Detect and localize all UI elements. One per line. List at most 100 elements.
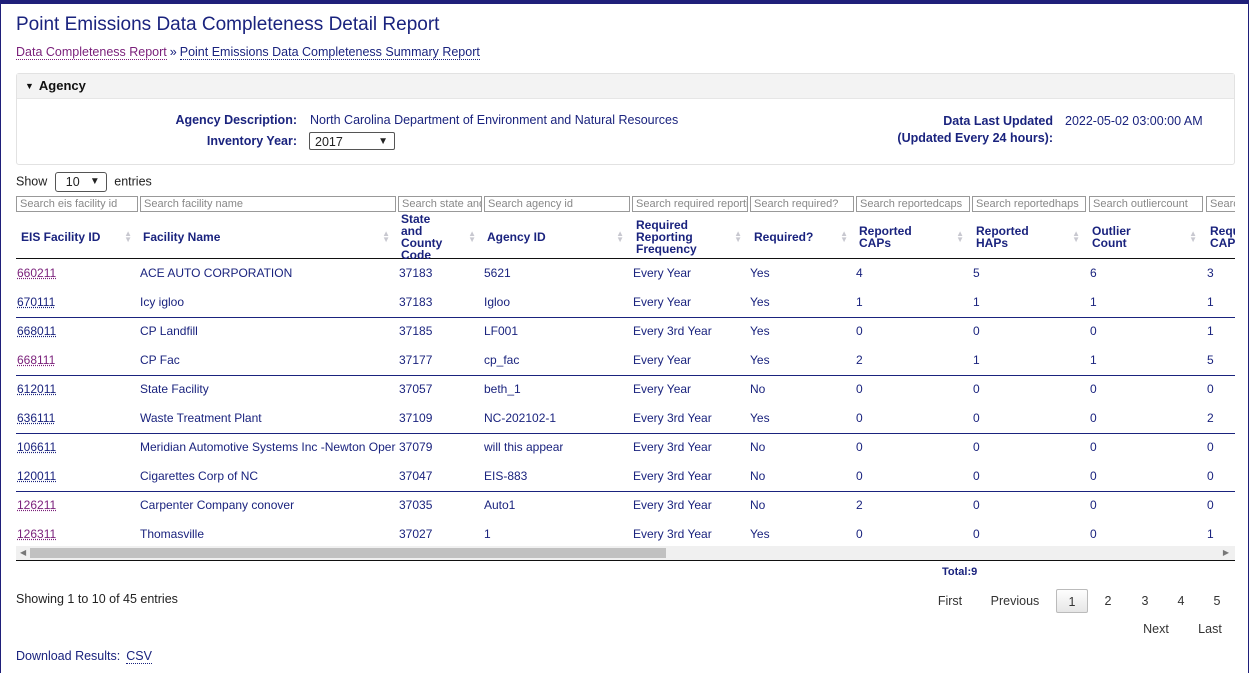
filter-agency-id[interactable]: Search agency id [484, 196, 630, 212]
scroll-left-icon[interactable]: ◀ [20, 548, 27, 557]
sort-icon: ▲ ▼ [734, 229, 742, 244]
cell-rcaps: 5 [1207, 353, 1214, 367]
scroll-right-icon[interactable]: ▶ [1222, 548, 1229, 557]
cell-caps: 2 [856, 498, 863, 512]
column-header-facility-name[interactable]: Facility Name ▲ ▼ [143, 229, 390, 244]
cell-outlier: 1 [1090, 353, 1097, 367]
cell-rcaps: 0 [1207, 440, 1214, 454]
cell-freq: Every 3rd Year [633, 324, 712, 338]
cell-code: 37047 [399, 469, 433, 483]
cell-req: Yes [750, 295, 770, 309]
cell-haps: 0 [973, 469, 980, 483]
cell-agency: 5621 [484, 266, 511, 280]
cell-code: 37183 [399, 266, 433, 280]
cell-freq: Every Year [633, 382, 692, 396]
facility-id-link[interactable]: 636111 [17, 411, 56, 425]
cell-freq: Every Year [633, 266, 692, 280]
pagination-page-2[interactable]: 2 [1104, 594, 1112, 608]
filter-required-reporting[interactable]: Search required reportir [632, 196, 748, 212]
page-length-control: Show 10 ▼ entries [16, 172, 152, 192]
column-header-eis-facility-id[interactable]: EIS Facility ID ▲ ▼ [21, 229, 132, 244]
filter-facility-name[interactable]: Search facility name [140, 196, 396, 212]
total-count: Total:9 [942, 566, 978, 578]
facility-id-link[interactable]: 120011 [17, 469, 57, 483]
sort-icon: ▲ ▼ [1072, 229, 1080, 244]
filter-required[interactable]: Search required? [750, 196, 854, 212]
page-length-value: 10 [65, 175, 80, 189]
filter-outlier-count[interactable]: Search outliercount [1089, 196, 1203, 212]
cell-caps: 0 [856, 440, 863, 454]
cell-name: CP Landfill [140, 324, 198, 338]
breadcrumb-data-completeness-report[interactable]: Data Completeness Report [16, 45, 167, 60]
facility-id-link[interactable]: 670111 [17, 295, 56, 309]
cell-freq: Every 3rd Year [633, 411, 712, 425]
inventory-year-label: Inventory Year: [206, 134, 297, 148]
cell-haps: 0 [973, 527, 980, 541]
pagination-next[interactable]: Next [1143, 622, 1169, 636]
cell-haps: 1 [973, 353, 980, 367]
cell-code: 37185 [399, 324, 433, 338]
cell-rcaps: 0 [1207, 382, 1214, 396]
pagination-page-5[interactable]: 5 [1213, 594, 1221, 608]
page-length-select[interactable]: 10 ▼ [54, 172, 107, 192]
cell-req: Yes [750, 324, 770, 338]
filter-state-county[interactable]: Search state and [398, 196, 482, 212]
cell-req: Yes [750, 266, 770, 280]
chevron-down-icon: ▼ [378, 136, 388, 147]
filter-eis-facility-id[interactable]: Search eis facility id [16, 196, 138, 212]
column-header-required-caps[interactable]: Required CAPs [1210, 224, 1235, 250]
horizontal-scrollbar[interactable]: ◀ ▶ [16, 546, 1235, 560]
table-row: 670111 Icy igloo 37183 Igloo Every Year Yes 1 1… [16, 288, 1235, 318]
column-header-outlier-count[interactable]: Outlier Count ▲ ▼ [1092, 224, 1197, 250]
scrollbar-thumb[interactable] [30, 548, 666, 558]
agency-panel-toggle[interactable]: ▼ Agency [17, 74, 1234, 99]
column-header-required[interactable]: Required? ▲ ▼ [754, 229, 848, 244]
filter-required-caps[interactable]: Searc [1206, 196, 1235, 212]
inventory-year-select[interactable]: 2017 ▼ [309, 132, 395, 150]
column-header-reported-caps[interactable]: Reported CAPs ▲ ▼ [859, 224, 964, 250]
cell-name: ACE AUTO CORPORATION [140, 266, 293, 280]
cell-req: Yes [750, 527, 770, 541]
cell-rcaps: 0 [1207, 498, 1214, 512]
pagination-previous[interactable]: Previous [990, 594, 1040, 608]
cell-outlier: 1 [1090, 295, 1097, 309]
column-header-required-reporting-frequency[interactable]: Required Reporting Frequency ▲ ▼ [636, 218, 742, 256]
pagination-page-4[interactable]: 4 [1177, 594, 1185, 608]
sort-icon: ▲ ▼ [956, 229, 964, 244]
cell-code: 37177 [399, 353, 433, 367]
results-table: Search eis facility id Search facility n… [16, 196, 1235, 546]
table-row: 612011 State Facility 37057 beth_1 Every Yea… [16, 375, 1235, 405]
update-frequency-label: (Updated Every 24 hours): [897, 131, 1053, 145]
column-header-agency-id[interactable]: Agency ID ▲ ▼ [487, 229, 624, 244]
pagination-last[interactable]: Last [1198, 622, 1222, 636]
table-row: 106611 Meridian Automotive Systems Inc -N… [16, 433, 1235, 463]
filter-reported-caps[interactable]: Search reportedcaps [856, 196, 970, 212]
cell-req: Yes [750, 353, 770, 367]
cell-caps: 2 [856, 353, 863, 367]
sort-icon: ▲ ▼ [1189, 229, 1197, 244]
column-header-reported-haps[interactable]: Reported HAPs ▲ ▼ [976, 224, 1080, 250]
facility-id-link[interactable]: 126311 [17, 527, 57, 541]
cell-freq: Every 3rd Year [633, 527, 712, 541]
facility-id-link[interactable]: 668111 [17, 353, 56, 367]
facility-id-link[interactable]: 660211 [17, 266, 57, 280]
pagination-page-3[interactable]: 3 [1141, 594, 1149, 608]
show-label: Show [16, 174, 48, 189]
cell-req: No [750, 440, 766, 454]
filter-reported-haps[interactable]: Search reportedhaps [972, 196, 1086, 212]
facility-id-link[interactable]: 126211 [17, 498, 57, 512]
cell-name: Meridian Automotive Systems Inc -Newton … [140, 440, 396, 454]
facility-id-link[interactable]: 668011 [17, 324, 57, 338]
download-csv-link[interactable]: CSV [126, 649, 152, 664]
column-header-state-county-code[interactable]: State and County Code ▲ ▼ [401, 212, 476, 262]
cell-haps: 0 [973, 440, 980, 454]
facility-id-link[interactable]: 106611 [17, 440, 57, 454]
agency-description-label: Agency Description: [175, 113, 297, 127]
download-label: Download Results: [16, 649, 121, 663]
pagination-first[interactable]: First [937, 594, 963, 608]
facility-id-link[interactable]: 612011 [17, 382, 57, 396]
data-last-updated-value: 2022-05-02 03:00:00 AM [1065, 114, 1203, 128]
breadcrumb-summary-report[interactable]: Point Emissions Data Completeness Summar… [179, 45, 480, 60]
pagination-page-1[interactable]: 1 [1056, 589, 1088, 613]
